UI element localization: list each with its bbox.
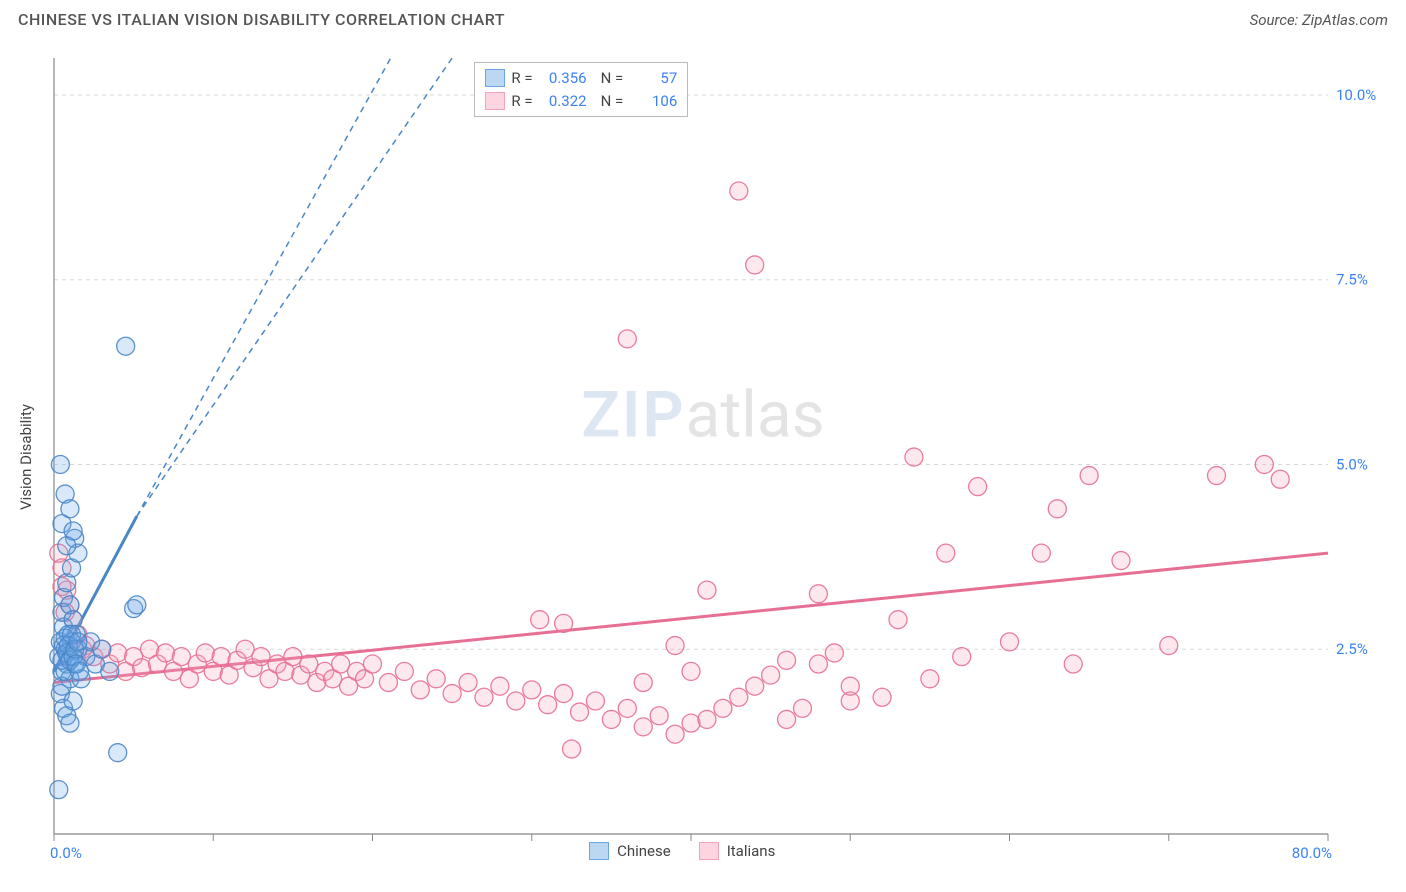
source-attribution: Source: ZipAtlas.com bbox=[1250, 11, 1388, 29]
stat-r-label: R = bbox=[511, 67, 532, 90]
chart-header: CHINESE VS ITALIAN VISION DISABILITY COR… bbox=[0, 0, 1406, 35]
stat-n-label: N = bbox=[601, 90, 624, 113]
stat-r-value: 0.322 bbox=[539, 90, 587, 113]
legend-label: Italians bbox=[727, 842, 776, 860]
stat-r-value: 0.356 bbox=[539, 67, 587, 90]
legend-label: Chinese bbox=[617, 842, 671, 860]
stats-legend-row: R = 0.322 N =106 bbox=[485, 90, 677, 113]
svg-text:5.0%: 5.0% bbox=[1336, 455, 1368, 473]
series-legend: Chinese Italians bbox=[589, 842, 775, 860]
stats-legend: R = 0.356 N =57 R = 0.322 N =106 bbox=[474, 62, 688, 117]
stat-n-value: 57 bbox=[629, 67, 677, 90]
legend-item: Italians bbox=[699, 842, 776, 860]
legend-item: Chinese bbox=[589, 842, 671, 860]
scatter-chart: 2.5% 5.0% 7.5% 10.0% 0.0% 80.0% bbox=[18, 40, 1388, 874]
stats-legend-row: R = 0.356 N =57 bbox=[485, 67, 677, 90]
svg-text:0.0%: 0.0% bbox=[50, 844, 82, 862]
source-prefix: Source: bbox=[1250, 11, 1302, 29]
svg-text:2.5%: 2.5% bbox=[1336, 640, 1368, 658]
chart-container: Vision Disability 2.5% 5.0% 7.5% 10.0% 0.0% 8… bbox=[18, 40, 1388, 874]
stat-n-label: N = bbox=[601, 67, 624, 90]
svg-text:7.5%: 7.5% bbox=[1336, 271, 1368, 289]
svg-text:80.0%: 80.0% bbox=[1292, 844, 1332, 862]
svg-text:10.0%: 10.0% bbox=[1336, 86, 1376, 104]
chart-title: CHINESE VS ITALIAN VISION DISABILITY COR… bbox=[18, 10, 505, 29]
stat-n-value: 106 bbox=[629, 90, 677, 113]
y-axis-label: Vision Disability bbox=[17, 404, 35, 510]
legend-swatch bbox=[485, 92, 505, 110]
source-name: ZipAtlas.com bbox=[1302, 11, 1388, 29]
legend-swatch bbox=[699, 842, 719, 860]
legend-swatch bbox=[485, 69, 505, 87]
legend-swatch bbox=[589, 842, 609, 860]
stat-r-label: R = bbox=[511, 90, 532, 113]
